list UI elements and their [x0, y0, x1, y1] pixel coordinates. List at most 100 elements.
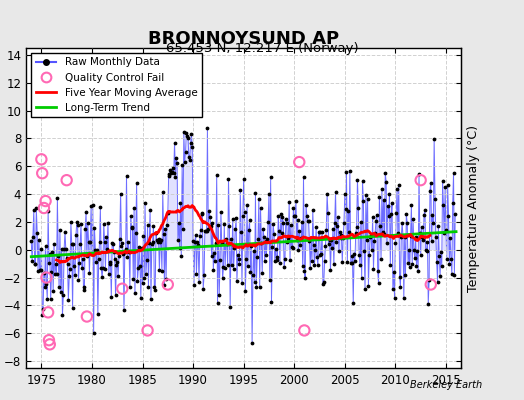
Point [200, 272, 208, 278]
Point [89, 202, 97, 208]
Point [163, 281, 172, 288]
Point [83, 313, 91, 320]
Point [414, 267, 422, 274]
Point [373, 211, 381, 218]
Point [300, 327, 309, 334]
Point [46, 341, 54, 348]
Point [54, 252, 62, 259]
Point [344, 208, 352, 214]
Point [43, 296, 51, 302]
Point [337, 232, 346, 238]
Point [378, 185, 386, 192]
Point [367, 232, 375, 238]
Point [333, 223, 342, 230]
Point [384, 203, 392, 209]
Point [331, 220, 339, 226]
Point [319, 280, 327, 287]
Point [261, 238, 270, 244]
Point [236, 187, 245, 194]
Point [228, 216, 237, 222]
Point [385, 213, 393, 219]
Point [113, 259, 122, 265]
Point [55, 284, 63, 291]
Point [216, 257, 224, 263]
Point [227, 262, 236, 268]
Point [314, 262, 322, 268]
Point [90, 330, 98, 336]
Point [107, 294, 115, 300]
Point [335, 248, 343, 254]
Point [266, 277, 274, 284]
Point [243, 202, 251, 208]
Point [166, 167, 174, 173]
Point [148, 241, 156, 247]
Point [271, 258, 279, 264]
Point [265, 191, 273, 197]
Point [305, 238, 313, 244]
Point [162, 275, 170, 282]
Point [79, 256, 87, 262]
Legend: Raw Monthly Data, Quality Control Fail, Five Year Moving Average, Long-Term Tren: Raw Monthly Data, Quality Control Fail, … [31, 53, 202, 117]
Point [184, 135, 192, 141]
Point [169, 165, 177, 172]
Point [64, 296, 72, 303]
Point [298, 219, 306, 226]
Point [359, 198, 367, 204]
Point [63, 260, 72, 267]
Point [256, 284, 264, 290]
Point [49, 288, 57, 294]
Point [180, 159, 189, 166]
Point [269, 221, 277, 228]
Point [432, 259, 441, 265]
Point [45, 337, 53, 343]
Point [320, 258, 329, 264]
Point [141, 271, 150, 277]
Point [74, 276, 83, 283]
Text: 65.453 N, 12.217 E (Norway): 65.453 N, 12.217 E (Norway) [166, 42, 358, 55]
Point [363, 237, 371, 244]
Point [105, 270, 113, 277]
Point [206, 223, 215, 229]
Point [70, 263, 79, 269]
Point [133, 180, 141, 187]
Point [67, 219, 75, 225]
Point [277, 229, 286, 236]
Point [374, 280, 383, 286]
Point [364, 282, 373, 289]
Point [53, 195, 62, 202]
Point [361, 286, 369, 293]
Point [293, 217, 302, 223]
Point [297, 234, 305, 241]
Point [302, 202, 310, 208]
Point [322, 226, 331, 233]
Point [435, 252, 443, 259]
Point [244, 262, 252, 269]
Point [58, 312, 67, 318]
Point [439, 178, 447, 184]
Point [76, 240, 84, 247]
Point [407, 202, 416, 208]
Point [129, 275, 137, 282]
Point [104, 219, 112, 226]
Point [62, 177, 71, 183]
Point [119, 250, 127, 257]
Point [266, 174, 275, 180]
Point [300, 268, 309, 274]
Point [272, 254, 281, 260]
Point [226, 304, 234, 310]
Point [136, 262, 144, 269]
Point [382, 179, 390, 185]
Point [62, 246, 70, 253]
Point [353, 224, 361, 230]
Point [81, 226, 90, 232]
Point [400, 234, 409, 240]
Point [346, 168, 354, 174]
Point [394, 230, 402, 236]
Point [185, 157, 194, 164]
Point [51, 270, 59, 277]
Point [187, 131, 195, 137]
Point [441, 184, 449, 190]
Point [285, 199, 293, 206]
Point [195, 232, 204, 239]
Point [268, 244, 277, 250]
